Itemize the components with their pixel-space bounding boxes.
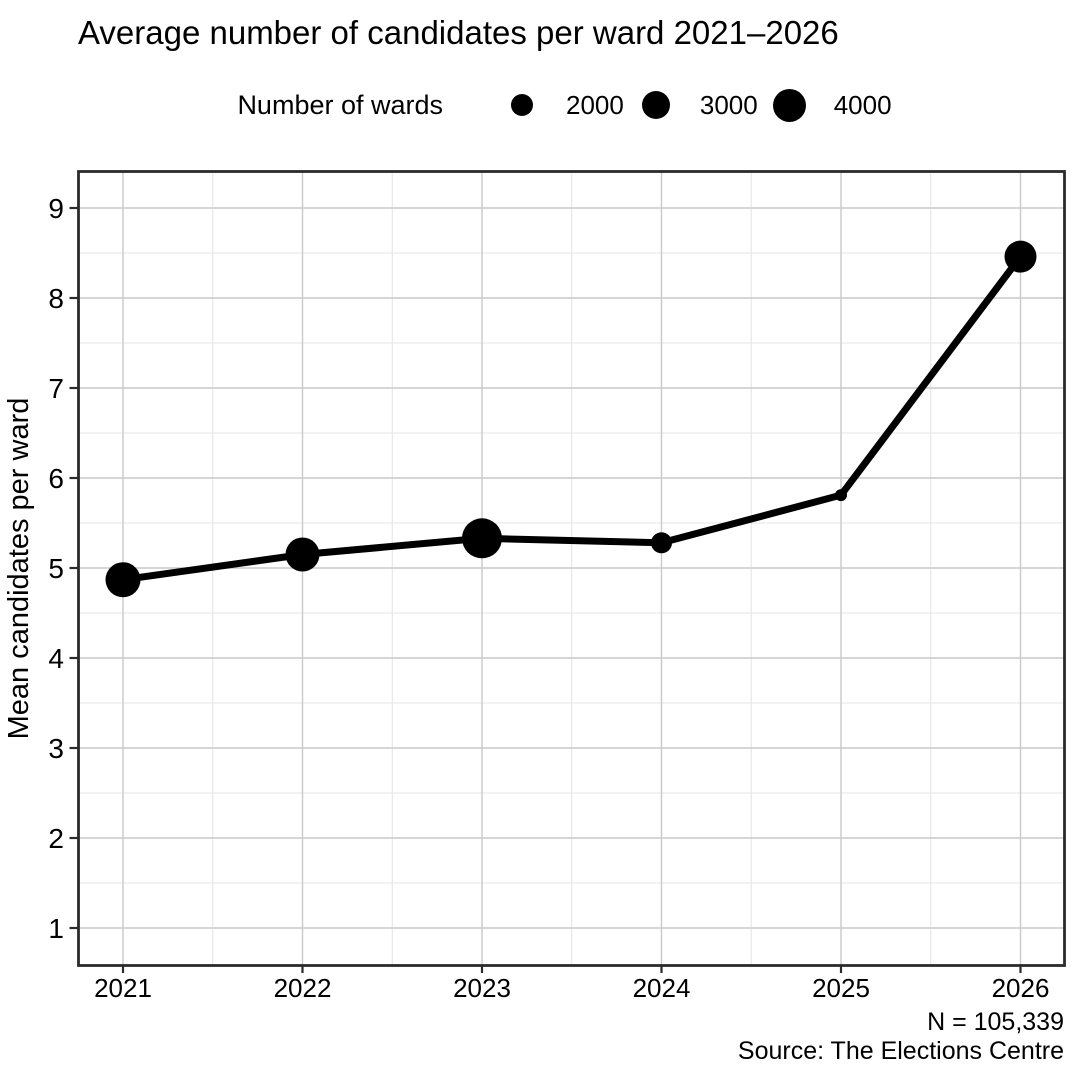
data-point	[651, 532, 672, 554]
x-tick-label: 2021	[94, 973, 152, 1003]
caption: N = 105,339 Source: The Elections Centre	[738, 1008, 1064, 1066]
legend-item: 4000	[773, 88, 892, 122]
x-tick-label: 2023	[453, 973, 511, 1003]
legend-item: 2000	[505, 90, 624, 121]
x-tick-label: 2026	[992, 973, 1050, 1003]
legend-label: 4000	[833, 89, 892, 120]
data-point	[105, 562, 141, 598]
y-tick-label: 8	[48, 283, 64, 314]
y-tick-label: 6	[48, 463, 64, 494]
data-point	[835, 489, 847, 502]
data-point	[285, 537, 320, 572]
trend-line	[122, 254, 1024, 584]
y-tick-label: 3	[48, 733, 64, 764]
legend-item: 3000	[639, 90, 758, 121]
y-tick-label: 2	[48, 823, 64, 854]
caption-source: Source: The Elections Centre	[737, 1037, 1064, 1065]
legend-title: Number of wards	[237, 89, 444, 120]
chart-title: Average number of candidates per ward 20…	[78, 14, 839, 51]
x-tick-label: 2025	[812, 973, 870, 1003]
y-tick-label: 9	[48, 193, 64, 224]
y-axis-title: Mean candidates per ward	[3, 398, 35, 740]
legend-dot-icon	[511, 94, 534, 116]
y-tick-label: 4	[48, 643, 64, 674]
legend-dot-icon	[773, 88, 807, 122]
legend-label: 2000	[566, 89, 624, 120]
y-tick-label: 7	[48, 373, 64, 404]
x-tick-label: 2024	[633, 973, 691, 1003]
x-tick-label: 2022	[274, 973, 332, 1003]
size-legend: Number of wards 2000 3000 4000	[79, 76, 1065, 134]
legend-label: 3000	[699, 89, 758, 120]
y-tick-label: 1	[48, 913, 64, 944]
data-point	[1004, 240, 1037, 273]
y-tick-label: 5	[48, 553, 64, 584]
data-point	[462, 518, 502, 559]
legend-dot-icon	[641, 90, 671, 120]
caption-n: N = 105,339	[927, 1008, 1064, 1036]
